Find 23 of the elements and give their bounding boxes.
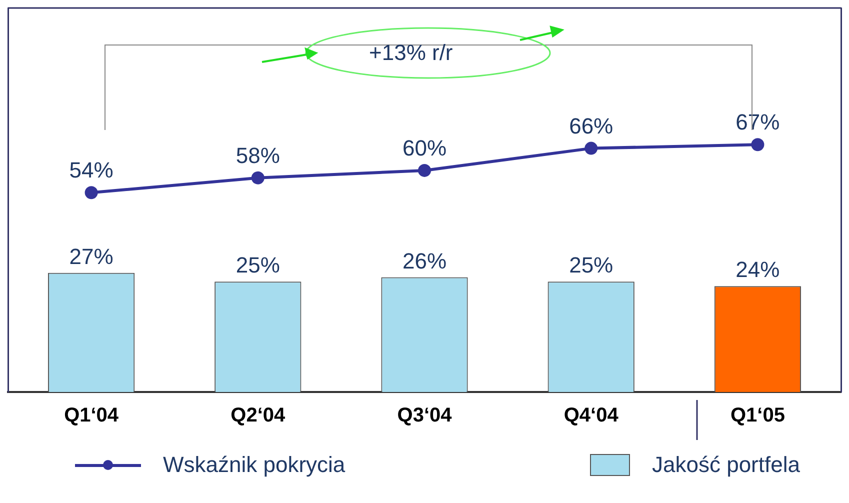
- point: [84, 186, 98, 200]
- data-label: 66%: [569, 113, 614, 138]
- data-label: 27%: [69, 244, 114, 269]
- data-label: 54%: [69, 158, 114, 183]
- annotation: +13% r/r: [369, 40, 453, 66]
- point: [251, 171, 264, 184]
- point: [418, 164, 431, 177]
- x-tick-label: Q1‘05: [730, 404, 785, 427]
- data-label: 67%: [736, 110, 780, 135]
- legend-label: Wskaźnik pokrycia: [163, 452, 346, 478]
- data-label: 58%: [236, 142, 280, 168]
- data-label: 60%: [402, 136, 447, 161]
- x-tick-label: Q3‘04: [397, 404, 453, 427]
- data-label: 25%: [236, 252, 280, 278]
- x-tick-label: Q4‘04: [564, 404, 620, 427]
- point: [584, 142, 598, 155]
- data-label: 25%: [569, 252, 614, 278]
- legend-label: Jakość portfela: [652, 452, 800, 478]
- x-tick-label: Q2‘04: [230, 404, 286, 427]
- data-label: 26%: [402, 248, 447, 274]
- x-tick-label: Q1‘04: [64, 404, 120, 427]
- point: [751, 138, 764, 152]
- data-label: 24%: [736, 257, 780, 282]
